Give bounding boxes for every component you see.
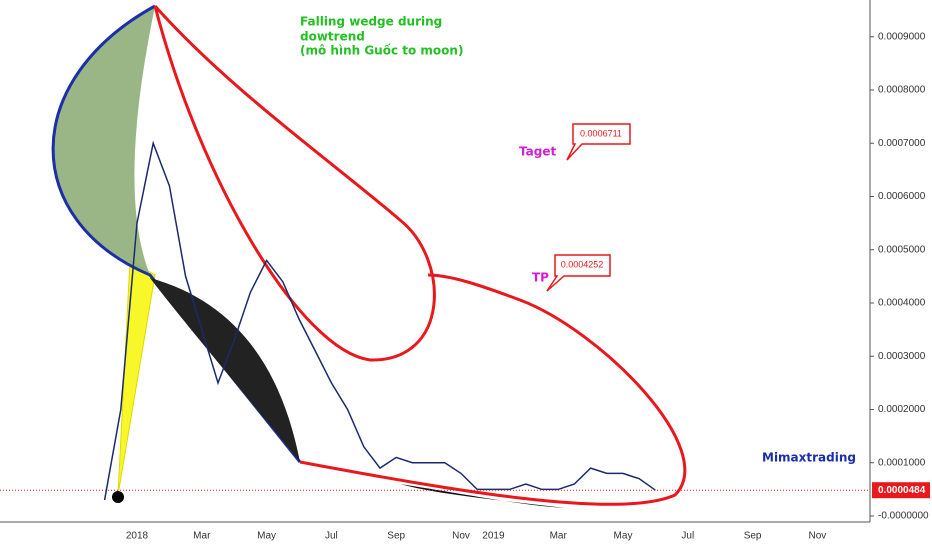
red-loop (299, 273, 687, 506)
red-loop (153, 5, 436, 362)
x-tick-label: Sep (387, 531, 405, 542)
callout-box (546, 254, 611, 292)
annotation: Falling wedge during (300, 15, 442, 29)
x-tick-label: 2018 (126, 531, 149, 542)
price-line (103, 140, 656, 501)
y-tick-label: 0.0002000 (878, 404, 926, 415)
callout-text: 0.0004252 (561, 259, 604, 269)
black-wedge (150, 278, 300, 462)
annotation: Taget (519, 145, 556, 159)
last-price-box (872, 482, 930, 499)
x-tick-label: Nov (809, 531, 827, 542)
annotation: (mô hình Guốc to moon) (300, 44, 463, 58)
x-tick-label: Mar (193, 531, 211, 542)
y-tick-label: 0.0009000 (878, 31, 926, 42)
x-tick-label: Sep (744, 531, 762, 542)
callout-box (566, 123, 631, 161)
drawings (51, 4, 687, 508)
y-tick-label: 0.0001000 (878, 457, 926, 468)
blue-curve (51, 4, 302, 463)
x-tick-label: May (257, 531, 276, 542)
x-tick-label: 2019 (482, 531, 505, 542)
y-tick-label: 0.0006000 (878, 191, 926, 202)
x-tick-label: Jul (681, 531, 694, 542)
annotation: dowtrend (300, 30, 365, 44)
x-tick-label: Jul (325, 531, 338, 542)
x-tick-label: Mar (550, 531, 568, 542)
annotation: TP (532, 271, 549, 285)
y-tick-label: 0.0007000 (878, 138, 926, 149)
start-dot (112, 491, 124, 503)
y-tick-label: 0.0008000 (878, 85, 926, 96)
y-tick-label: -0.0000000 (878, 511, 929, 522)
y-tick-label: 0.0004000 (878, 298, 926, 309)
y-tick-label: 0.0003000 (878, 351, 926, 362)
x-tick-label: May (614, 531, 633, 542)
y-tick-label: 0.0005000 (878, 244, 926, 255)
last-price-label: 0.0000484 (878, 485, 926, 496)
annotation: Mimaxtrading (762, 451, 856, 465)
x-tick-label: Nov (452, 531, 470, 542)
callout-text: 0.0006711 (580, 128, 622, 138)
